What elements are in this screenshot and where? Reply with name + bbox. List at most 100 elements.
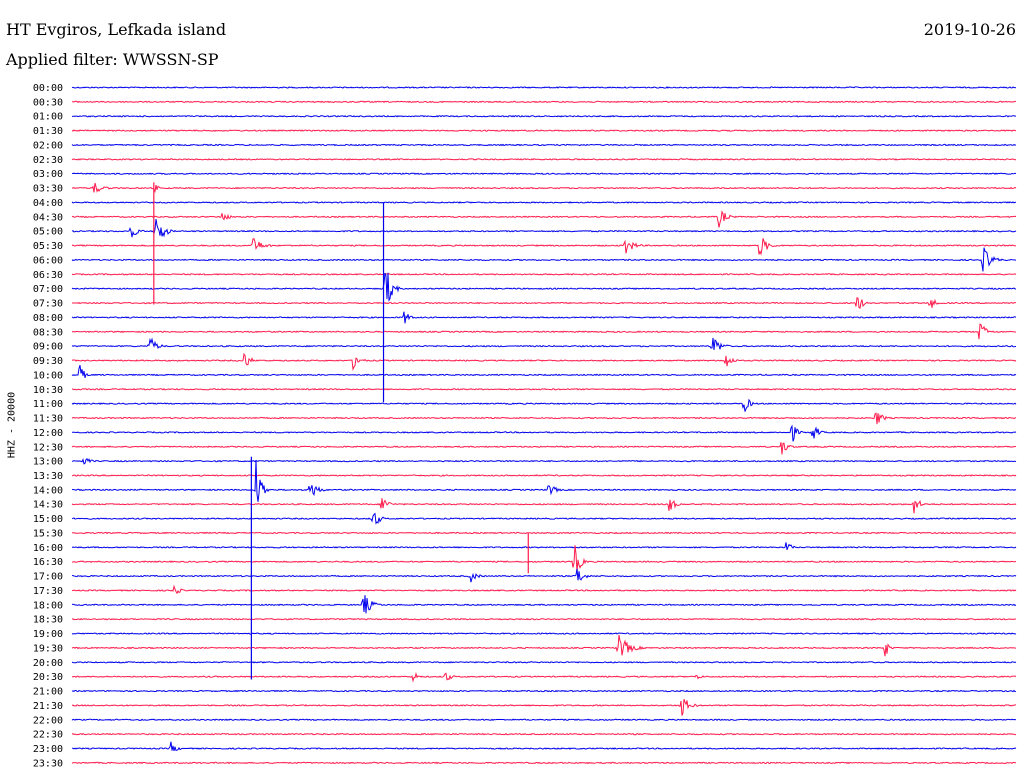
trace-row-1400: [71, 459, 1017, 502]
trace-row-2030: [71, 672, 1017, 683]
trace-row-1300: [71, 457, 1017, 465]
time-tick-label: 17:30: [33, 586, 63, 597]
date-label: 2019-10-26: [923, 20, 1016, 39]
trace-row-0030: [71, 100, 1016, 104]
time-tick-label: 05:30: [33, 241, 63, 252]
time-tick-label: 20:00: [33, 658, 63, 669]
time-tick-label: 13:30: [33, 471, 63, 482]
trace-row-1500: [71, 512, 1017, 525]
trace-group: [71, 86, 1017, 765]
time-tick-label: 18:00: [33, 600, 63, 611]
time-tick-label: 19:30: [33, 643, 63, 654]
trace-row-1230: [71, 442, 1017, 455]
time-tick-label: 16:00: [33, 543, 63, 554]
trace-row-2330: [71, 761, 1016, 765]
time-tick-label: 02:00: [33, 140, 63, 151]
time-tick-label: 08:30: [33, 327, 63, 338]
time-tick-label: 23:00: [33, 744, 63, 755]
time-tick-label: 14:00: [33, 485, 63, 496]
time-tick-label: 07:30: [33, 299, 63, 310]
trace-row-0330: [71, 182, 1017, 194]
trace-row-0430: [71, 210, 1017, 228]
trace-row-2100: [71, 689, 1017, 693]
time-tick-label: 16:30: [33, 557, 63, 568]
trace-row-0400: [71, 201, 1017, 204]
trace-row-0100: [71, 114, 1017, 118]
trace-row-0830: [72, 323, 1016, 340]
trace-row-0900: [71, 337, 1017, 351]
trace-row-1800: [71, 595, 1017, 614]
time-tick-label: 01:30: [33, 126, 63, 137]
trace-row-0600: [71, 247, 1017, 272]
time-tick-label: 05:00: [33, 227, 63, 238]
time-tick-label: 09:00: [33, 342, 63, 353]
time-tick-label: 13:00: [33, 457, 63, 468]
trace-row-2300: [71, 741, 1017, 752]
time-tick-label: 10:00: [33, 370, 63, 381]
trace-row-0000: [71, 86, 1017, 89]
trace-row-0530: [71, 238, 1017, 256]
time-tick-label: 12:00: [33, 428, 63, 439]
trace-row-1900: [71, 632, 1017, 635]
trace-row-1130: [71, 412, 1017, 425]
time-tick-label: 04:00: [33, 198, 63, 209]
time-tick-label: 21:00: [33, 687, 63, 698]
trace-row-1030: [71, 387, 1017, 391]
trace-row-0930: [71, 352, 1017, 372]
trace-row-1000: [71, 365, 1017, 378]
time-tick-label: 07:00: [33, 284, 63, 295]
time-tick-label: 00:00: [33, 83, 63, 94]
trace-row-2000: [71, 661, 1017, 664]
time-tick-label: 19:00: [33, 629, 63, 640]
time-tick-label: 03:00: [33, 169, 63, 180]
time-tick-label: 04:30: [33, 212, 63, 223]
trace-row-2200: [71, 718, 1017, 722]
trace-row-0630: [71, 273, 1017, 276]
time-tick-label: 15:30: [33, 528, 63, 539]
trace-row-1200: [71, 424, 1017, 442]
trace-row-2230: [71, 732, 1016, 736]
trace-row-1630: [71, 545, 1017, 573]
time-tick-label: 06:00: [33, 255, 63, 266]
time-tick-label: 21:30: [33, 701, 63, 712]
time-tick-label: 15:00: [33, 514, 63, 525]
time-tick-label: 10:30: [33, 385, 63, 396]
time-tick-label: 03:30: [33, 184, 63, 195]
trace-row-0130: [71, 129, 1017, 132]
time-tick-label: 12:30: [33, 442, 63, 453]
trace-row-0700: [71, 272, 1017, 302]
trace-row-1330: [71, 474, 1017, 477]
trace-row-1730: [71, 584, 1017, 595]
time-tick-label: 20:30: [33, 672, 63, 683]
time-tick-label: 09:30: [33, 356, 63, 367]
time-tick-label: 18:30: [33, 615, 63, 626]
trace-row-1530: [71, 531, 1017, 535]
time-tick-label: 14:30: [33, 500, 63, 511]
trace-row-2130: [71, 699, 1016, 716]
trace-row-0300: [71, 172, 1017, 176]
filter-label: Applied filter: WWSSN-SP: [6, 50, 219, 69]
time-tick-label: 08:00: [33, 313, 63, 324]
time-tick-label: 11:00: [33, 399, 63, 410]
time-tick-label: 22:30: [33, 730, 63, 741]
time-tick-label: 11:30: [33, 414, 63, 425]
time-tick-label: 06:30: [33, 270, 63, 281]
time-tick-label: 22:00: [33, 715, 63, 726]
station-title: HT Evgiros, Lefkada island: [6, 20, 227, 39]
trace-row-1830: [71, 617, 1017, 621]
trace-row-0800: [71, 311, 1017, 324]
trace-row-1700: [71, 568, 1017, 583]
trace-row-1430: [71, 498, 1017, 514]
time-tick-label: 00:30: [33, 97, 63, 108]
time-tick-label: 01:00: [33, 112, 63, 123]
trace-row-0230: [71, 158, 1017, 161]
trace-row-0500: [71, 219, 1017, 238]
time-tick-label: 02:30: [33, 155, 63, 166]
trace-row-1100: [71, 398, 1017, 412]
trace-row-0730: [71, 297, 1017, 309]
time-tick-labels: 00:00 00:30 01:00 01:30 02:00 02:30 03:00 03:30…: [33, 83, 63, 769]
trace-row-1600: [71, 542, 1017, 550]
time-tick-label: 23:30: [33, 758, 63, 769]
time-tick-label: 17:00: [33, 572, 63, 583]
